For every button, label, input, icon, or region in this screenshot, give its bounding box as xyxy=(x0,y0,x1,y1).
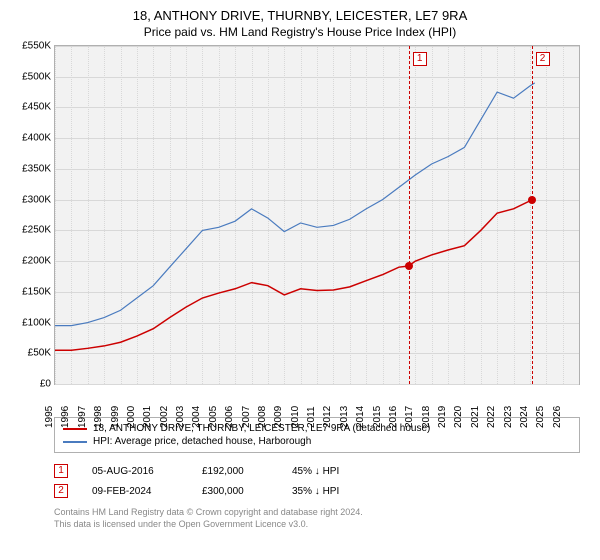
chart-container: 18, ANTHONY DRIVE, THURNBY, LEICESTER, L… xyxy=(0,0,600,560)
below-chart: 18, ANTHONY DRIVE, THURNBY, LEICESTER, L… xyxy=(54,417,580,530)
x-tick-label: 2020 xyxy=(453,406,464,428)
event-badge: 1 xyxy=(54,464,68,478)
x-tick-label: 2019 xyxy=(437,406,448,428)
x-tick-label: 2011 xyxy=(306,406,317,428)
series-line-property xyxy=(55,200,532,351)
x-tick-label: 1997 xyxy=(77,406,88,428)
x-tick-label: 2015 xyxy=(372,406,383,428)
x-tick-label: 2021 xyxy=(470,406,481,428)
event-row: 1 05-AUG-2016 £192,000 45% ↓ HPI xyxy=(54,461,580,481)
y-tick-label: £550K xyxy=(22,41,51,52)
marker-label-1: 1 xyxy=(413,52,427,66)
legend-label: HPI: Average price, detached house, Harb… xyxy=(93,436,311,447)
marker-point-2 xyxy=(528,196,536,204)
marker-label-2: 2 xyxy=(536,52,550,66)
x-axis: 1995199619971998199920002001200220032004… xyxy=(55,384,579,412)
chart-plot-area: £0£50K£100K£150K£200K£250K£300K£350K£400… xyxy=(54,45,580,385)
x-tick-label: 2023 xyxy=(503,406,514,428)
footer-line1: Contains HM Land Registry data © Crown c… xyxy=(54,507,580,519)
y-tick-label: £100K xyxy=(22,317,51,328)
marker-point-1 xyxy=(405,262,413,270)
event-pct: 35% ↓ HPI xyxy=(292,486,382,497)
event-price: £192,000 xyxy=(202,466,272,477)
title-block: 18, ANTHONY DRIVE, THURNBY, LEICESTER, L… xyxy=(12,8,588,39)
x-tick-label: 2009 xyxy=(273,406,284,428)
event-price: £300,000 xyxy=(202,486,272,497)
legend-swatch xyxy=(63,441,87,443)
x-tick-label: 2022 xyxy=(486,406,497,428)
x-tick-label: 2018 xyxy=(421,406,432,428)
x-tick-label: 2012 xyxy=(322,406,333,428)
y-tick-label: £350K xyxy=(22,163,51,174)
x-tick-label: 2014 xyxy=(355,406,366,428)
x-tick-label: 1999 xyxy=(110,406,121,428)
x-tick-label: 2010 xyxy=(290,406,301,428)
event-date: 09-FEB-2024 xyxy=(92,486,182,497)
x-tick-label: 1998 xyxy=(93,406,104,428)
y-axis: £0£50K£100K£150K£200K£250K£300K£350K£400… xyxy=(13,46,53,384)
y-tick-label: £500K xyxy=(22,71,51,82)
event-row: 2 09-FEB-2024 £300,000 35% ↓ HPI xyxy=(54,481,580,501)
x-tick-label: 2013 xyxy=(339,406,350,428)
x-tick-label: 2006 xyxy=(224,406,235,428)
marker-vline-2 xyxy=(532,46,533,384)
footer-note: Contains HM Land Registry data © Crown c… xyxy=(54,507,580,530)
x-tick-label: 2024 xyxy=(519,406,530,428)
x-tick-label: 2026 xyxy=(552,406,563,428)
title-address: 18, ANTHONY DRIVE, THURNBY, LEICESTER, L… xyxy=(12,8,588,23)
y-tick-label: £50K xyxy=(28,348,51,359)
y-tick-label: £300K xyxy=(22,194,51,205)
event-badge: 2 xyxy=(54,484,68,498)
x-tick-label: 2007 xyxy=(241,406,252,428)
title-subtitle: Price paid vs. HM Land Registry's House … xyxy=(12,25,588,39)
footer-line2: This data is licensed under the Open Gov… xyxy=(54,519,580,531)
x-tick-label: 2002 xyxy=(159,406,170,428)
marker-vline-1 xyxy=(409,46,410,384)
x-tick-label: 2003 xyxy=(175,406,186,428)
x-tick-label: 2001 xyxy=(142,406,153,428)
x-tick-label: 1995 xyxy=(44,406,55,428)
plot-svg xyxy=(55,46,579,384)
x-tick-label: 1996 xyxy=(60,406,71,428)
y-tick-label: £0 xyxy=(40,379,51,390)
y-tick-label: £400K xyxy=(22,133,51,144)
x-tick-label: 2017 xyxy=(404,406,415,428)
y-tick-label: £450K xyxy=(22,102,51,113)
y-tick-label: £250K xyxy=(22,225,51,236)
y-tick-label: £200K xyxy=(22,256,51,267)
x-tick-label: 2005 xyxy=(208,406,219,428)
x-tick-label: 2016 xyxy=(388,406,399,428)
event-date: 05-AUG-2016 xyxy=(92,466,182,477)
event-pct: 45% ↓ HPI xyxy=(292,466,382,477)
x-tick-label: 2008 xyxy=(257,406,268,428)
x-tick-label: 2000 xyxy=(126,406,137,428)
events-table: 1 05-AUG-2016 £192,000 45% ↓ HPI 2 09-FEB-202… xyxy=(54,461,580,501)
legend-row: HPI: Average price, detached house, Harb… xyxy=(63,435,571,448)
x-tick-label: 2004 xyxy=(191,406,202,428)
series-line-hpi xyxy=(55,83,535,326)
y-tick-label: £150K xyxy=(22,286,51,297)
x-tick-label: 2025 xyxy=(535,406,546,428)
